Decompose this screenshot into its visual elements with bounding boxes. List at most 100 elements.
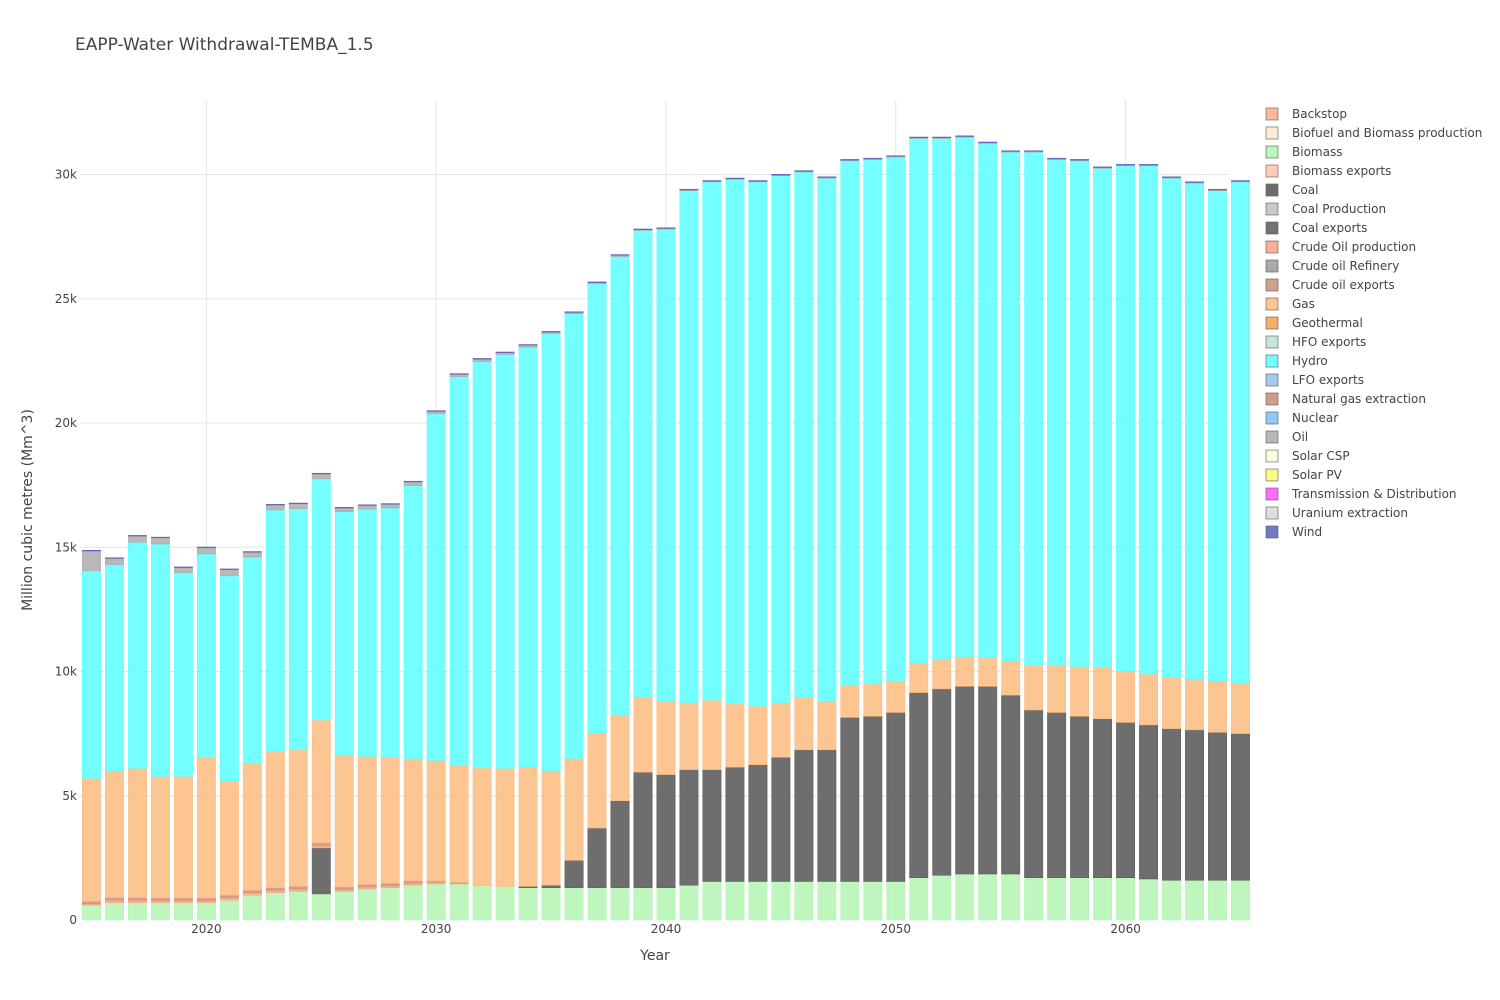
bar-biomass-2037[interactable]: Biomass 2037: 1300 (588, 888, 606, 920)
bar-oil-2021[interactable]: Oil 2021: 250 (220, 570, 238, 576)
legend-item-solar-csp[interactable]: Solar CSP (1266, 449, 1350, 463)
bar-gas-2048[interactable]: Gas 2048: 1300 (841, 685, 859, 717)
bar-gas-2026[interactable]: Gas 2026: 5300 (335, 755, 353, 887)
bar-biomass-2059[interactable]: Biomass 2059: 1700 (1093, 878, 1111, 920)
bar-gas-2057[interactable]: Gas 2057: 1900 (1047, 665, 1065, 712)
bar-gas-2027[interactable]: Gas 2027: 5150 (358, 756, 376, 884)
bar-gas-2017[interactable]: Gas 2017: 5200 (128, 768, 146, 897)
bar-biomass-2018[interactable]: Biomass 2018: 700 (151, 903, 169, 920)
legend-item-geothermal[interactable]: Geothermal (1266, 316, 1363, 330)
bar-coal-2043[interactable]: Coal 2043: 4600 (726, 767, 744, 881)
bar-biomass-2049[interactable]: Biomass 2049: 1550 (864, 881, 882, 920)
bar-gas-2062[interactable]: Gas 2062: 2050 (1162, 678, 1180, 729)
bar-biomass-2051[interactable]: Biomass 2051: 1700 (910, 878, 928, 920)
bar-coal-2048[interactable]: Coal 2048: 6600 (841, 717, 859, 881)
bar-gas-2046[interactable]: Gas 2046: 2100 (795, 698, 813, 750)
bar-gas-2051[interactable]: Gas 2051: 1200 (910, 663, 928, 693)
bar-hydro-2057[interactable]: Hydro 2057: 20350 (1047, 160, 1065, 666)
bar-wind-2042[interactable]: Wind 2042: 30 (703, 181, 721, 182)
bar-oil-2032[interactable]: Oil 2032: 100 (473, 359, 491, 361)
bar-gas-2031[interactable]: Gas 2031: 4700 (450, 766, 468, 883)
bar-crude-oil-exports-2027[interactable]: Crude oil exports 2027: 100 (358, 884, 376, 886)
bar-biomass-2015[interactable]: Biomass 2015: 600 (82, 905, 100, 920)
legend-item-natural-gas-extraction[interactable]: Natural gas extraction (1266, 392, 1426, 406)
bar-coal-2065[interactable]: Coal 2065: 5900 (1231, 734, 1249, 881)
bar-wind-2023[interactable]: Wind 2023: 30 (266, 504, 284, 505)
bar-hydro-2049[interactable]: Hydro 2049: 21100 (864, 160, 882, 684)
legend-item-lfo-exports[interactable]: LFO exports (1266, 373, 1364, 387)
bar-gas-2023[interactable]: Gas 2023: 5500 (266, 751, 284, 888)
bar-hydro-2048[interactable]: Hydro 2048: 21100 (841, 161, 859, 685)
bar-crude-oil-production-2018[interactable]: Crude Oil production 2018: 80 (151, 901, 169, 903)
bar-hydro-2024[interactable]: Hydro 2024: 9700 (289, 509, 307, 750)
bar-gas-2059[interactable]: Gas 2059: 2050 (1093, 668, 1111, 719)
bar-gas-2054[interactable]: Gas 2054: 1150 (979, 658, 997, 687)
bar-crude-oil-exports-2028[interactable]: Crude oil exports 2028: 100 (381, 883, 399, 885)
legend-item-uranium-extraction[interactable]: Uranium extraction (1266, 506, 1408, 520)
bar-wind-2029[interactable]: Wind 2029: 30 (404, 481, 422, 482)
bar-biomass-2060[interactable]: Biomass 2060: 1700 (1116, 878, 1134, 920)
bar-gas-2047[interactable]: Gas 2047: 1950 (818, 701, 836, 749)
bar-hydro-2016[interactable]: Hydro 2016: 8300 (105, 565, 123, 771)
bar-oil-2030[interactable]: Oil 2030: 100 (427, 411, 445, 413)
bar-gas-2038[interactable]: Gas 2038: 3450 (611, 715, 629, 801)
bar-biomass-2025[interactable]: Biomass 2025: 1050 (312, 894, 330, 920)
bar-hydro-2030[interactable]: Hydro 2030: 13950 (427, 414, 445, 761)
bar-coal-2042[interactable]: Coal 2042: 4500 (703, 770, 721, 882)
bar-wind-2027[interactable]: Wind 2027: 30 (358, 505, 376, 506)
bar-oil-2033[interactable]: Oil 2033: 80 (496, 353, 514, 355)
bar-hydro-2037[interactable]: Hydro 2037: 18100 (588, 284, 606, 734)
bar-wind-2061[interactable]: Wind 2061: 30 (1139, 164, 1157, 165)
bar-wind-2053[interactable]: Wind 2053: 30 (956, 136, 974, 137)
bar-hydro-2026[interactable]: Hydro 2026: 9800 (335, 512, 353, 756)
legend-item-crude-oil-production[interactable]: Crude Oil production (1266, 240, 1416, 254)
bar-oil-2034[interactable]: Oil 2034: 80 (519, 345, 537, 347)
bar-oil-2018[interactable]: Oil 2018: 250 (151, 538, 169, 544)
bar-hydro-2056[interactable]: Hydro 2056: 20650 (1024, 152, 1042, 665)
legend-item-hfo-exports[interactable]: HFO exports (1266, 335, 1366, 349)
bar-biomass-2039[interactable]: Biomass 2039: 1300 (634, 888, 652, 920)
bar-hydro-2064[interactable]: Hydro 2064: 19750 (1208, 191, 1226, 682)
bar-hydro-2054[interactable]: Hydro 2054: 20700 (979, 143, 997, 657)
bar-crude-oil-exports-2020[interactable]: Crude oil exports 2020: 100 (197, 898, 215, 900)
bar-biomass-2064[interactable]: Biomass 2064: 1600 (1208, 880, 1226, 920)
bar-oil-2026[interactable]: Oil 2026: 150 (335, 508, 353, 512)
bar-oil-2017[interactable]: Oil 2017: 250 (128, 536, 146, 542)
bar-crude-oil-production-2016[interactable]: Crude Oil production 2016: 100 (105, 900, 123, 902)
bar-wind-2032[interactable]: Wind 2032: 30 (473, 358, 491, 359)
bar-hydro-2059[interactable]: Hydro 2059: 20100 (1093, 168, 1111, 667)
bar-gas-2049[interactable]: Gas 2049: 1300 (864, 684, 882, 716)
bar-biomass-2028[interactable]: Biomass 2028: 1300 (381, 888, 399, 920)
bar-crude-oil-exports-2018[interactable]: Crude oil exports 2018: 100 (151, 898, 169, 900)
bar-gas-2061[interactable]: Gas 2061: 2050 (1139, 674, 1157, 725)
bar-coal-2062[interactable]: Coal 2062: 6100 (1162, 729, 1180, 881)
bar-coal-2056[interactable]: Coal 2056: 6750 (1024, 710, 1042, 878)
bar-coal-2050[interactable]: Coal 2050: 6800 (887, 713, 905, 882)
bar-coal-2059[interactable]: Coal 2059: 6400 (1093, 719, 1111, 878)
bar-coal-2064[interactable]: Coal 2064: 5950 (1208, 732, 1226, 880)
bar-biomass-2026[interactable]: Biomass 2026: 1150 (335, 891, 353, 920)
bar-crude-oil-exports-2023[interactable]: Crude oil exports 2023: 100 (266, 888, 284, 890)
bar-biomass-2065[interactable]: Biomass 2065: 1600 (1231, 880, 1249, 920)
bar-crude-oil-production-2020[interactable]: Crude Oil production 2020: 80 (197, 901, 215, 903)
bar-crude-oil-exports-2017[interactable]: Crude oil exports 2017: 100 (128, 898, 146, 900)
bar-hydro-2046[interactable]: Hydro 2046: 21150 (795, 172, 813, 698)
bar-gas-2043[interactable]: Gas 2043: 2550 (726, 704, 744, 767)
bar-hydro-2055[interactable]: Hydro 2055: 20500 (1001, 152, 1019, 661)
bar-wind-2022[interactable]: Wind 2022: 30 (243, 551, 261, 552)
bar-crude-oil-exports-2021[interactable]: Crude oil exports 2021: 100 (220, 895, 238, 897)
bar-wind-2040[interactable]: Wind 2040: 30 (657, 228, 675, 229)
bar-gas-2029[interactable]: Gas 2029: 4900 (404, 759, 422, 881)
bar-hydro-2021[interactable]: Hydro 2021: 8250 (220, 576, 238, 781)
bar-coal-2051[interactable]: Coal 2051: 7450 (910, 693, 928, 878)
bar-biomass-2040[interactable]: Biomass 2040: 1300 (657, 888, 675, 920)
bar-biomass-2031[interactable]: Biomass 2031: 1450 (450, 884, 468, 920)
bar-crude-oil-production-2021[interactable]: Crude Oil production 2021: 100 (220, 898, 238, 900)
bar-hydro-2053[interactable]: Hydro 2053: 20900 (956, 137, 974, 656)
bar-gas-2060[interactable]: Gas 2060: 2050 (1116, 672, 1134, 723)
bar-crude-oil-production-2025[interactable]: Crude Oil production 2025: 100 (312, 845, 330, 847)
bar-coal-2052[interactable]: Coal 2052: 7500 (933, 689, 951, 875)
bar-hydro-2031[interactable]: Hydro 2031: 15650 (450, 377, 468, 766)
bar-hydro-2043[interactable]: Hydro 2043: 21100 (726, 180, 744, 704)
